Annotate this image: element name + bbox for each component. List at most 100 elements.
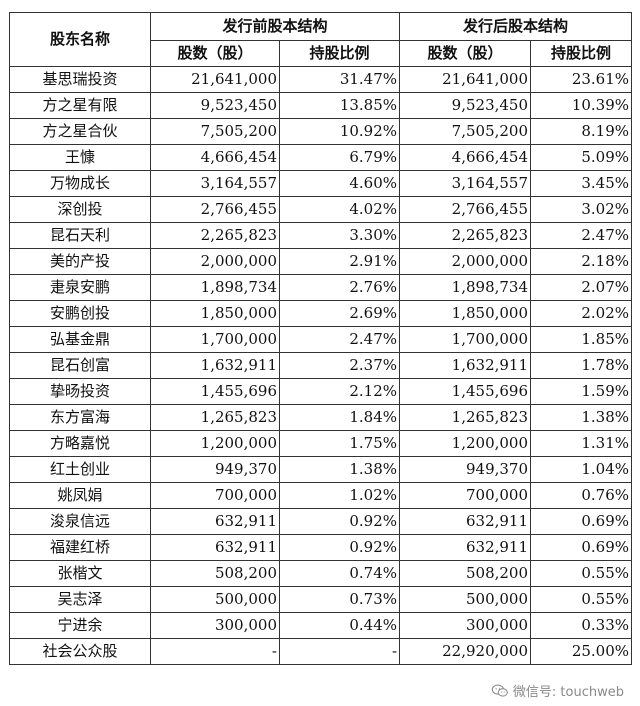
after-shares-cell: 1,200,000: [399, 430, 532, 457]
after-shares-cell: 1,632,911: [399, 352, 532, 379]
after-ratio-cell: 5.09%: [530, 144, 633, 171]
before-ratio-cell: 4.60%: [278, 170, 401, 197]
watermark: 微信号: touchweb: [488, 681, 626, 700]
before-shares-cell: 9,523,450: [150, 92, 280, 119]
before-shares-cell: 500,000: [150, 586, 280, 613]
before-ratio-cell: 0.44%: [278, 612, 401, 639]
before-shares-cell: -: [150, 638, 280, 665]
before-shares-cell: 2,000,000: [150, 248, 280, 275]
table-row: 红土创业 949,370 1.38% 949,370 1.04%: [9, 456, 633, 483]
after-shares-cell: 632,911: [399, 508, 532, 535]
table-row: 深创投 2,766,455 4.02% 2,766,455 3.02%: [9, 196, 633, 223]
after-ratio-cell: 3.02%: [530, 196, 633, 223]
shareholder-name-cell: 挚旸投资: [9, 378, 151, 405]
after-shares-cell: 1,898,734: [399, 274, 532, 301]
after-shares-cell: 22,920,000: [399, 638, 532, 665]
after-shares-cell: 1,265,823: [399, 404, 532, 431]
table-row: 张楷文 508,200 0.74% 508,200 0.55%: [9, 560, 633, 587]
before-ratio-cell: 1.75%: [278, 430, 401, 457]
shareholder-name-cell: 疌泉安鹏: [9, 274, 151, 301]
shareholder-name-cell: 宁进余: [9, 612, 151, 639]
before-ratio-cell: 10.92%: [278, 118, 401, 145]
before-shares-cell: 4,666,454: [150, 144, 280, 171]
before-ratio-cell: 0.92%: [278, 534, 401, 561]
shareholder-name-cell: 昆石创富: [9, 352, 151, 379]
table-row: 福建红桥 632,911 0.92% 632,911 0.69%: [9, 534, 633, 561]
table-row: 昆石创富 1,632,911 2.37% 1,632,911 1.78%: [9, 352, 633, 379]
table-row: 弘基金鼎 1,700,000 2.47% 1,700,000 1.85%: [9, 326, 633, 353]
before-shares-cell: 1,265,823: [150, 404, 280, 431]
table-row: 挚旸投资 1,455,696 2.12% 1,455,696 1.59%: [9, 378, 633, 405]
before-ratio-cell: 13.85%: [278, 92, 401, 119]
after-shares-cell: 9,523,450: [399, 92, 532, 119]
after-ratio-cell: 2.02%: [530, 300, 633, 327]
table-body: 基思瑞投资 21,641,000 31.47% 21,641,000 23.61% 方之星…: [9, 66, 633, 665]
header-after-shares: 股数（股）: [399, 40, 532, 67]
before-shares-cell: 700,000: [150, 482, 280, 509]
after-shares-cell: 949,370: [399, 456, 532, 483]
before-ratio-cell: 2.47%: [278, 326, 401, 353]
after-shares-cell: 3,164,557: [399, 170, 532, 197]
after-shares-cell: 500,000: [399, 586, 532, 613]
shareholder-name-cell: 昆石天利: [9, 222, 151, 249]
before-shares-cell: 632,911: [150, 508, 280, 535]
after-shares-cell: 2,766,455: [399, 196, 532, 223]
before-shares-cell: 1,455,696: [150, 378, 280, 405]
header-before-issuance: 发行前股本结构: [149, 12, 401, 41]
before-shares-cell: 1,700,000: [150, 326, 280, 353]
before-ratio-cell: 3.30%: [278, 222, 401, 249]
after-shares-cell: 300,000: [399, 612, 532, 639]
after-shares-cell: 21,641,000: [399, 66, 532, 93]
before-ratio-cell: 4.02%: [278, 196, 401, 223]
after-ratio-cell: 0.69%: [530, 508, 633, 535]
table-row: 方之星合伙 7,505,200 10.92% 7,505,200 8.19%: [9, 118, 633, 145]
before-ratio-cell: 1.38%: [278, 456, 401, 483]
after-ratio-cell: 25.00%: [530, 638, 633, 665]
shareholder-name-cell: 弘基金鼎: [9, 326, 151, 353]
shareholder-name-cell: 万物成长: [9, 170, 151, 197]
after-shares-cell: 508,200: [399, 560, 532, 587]
after-shares-cell: 4,666,454: [399, 144, 532, 171]
after-ratio-cell: 23.61%: [530, 66, 633, 93]
after-shares-cell: 632,911: [399, 534, 532, 561]
shareholder-name-cell: 方之星有限: [9, 92, 151, 119]
after-ratio-cell: 2.07%: [530, 274, 633, 301]
before-ratio-cell: 2.91%: [278, 248, 401, 275]
header-before-ratio: 持股比例: [278, 40, 401, 67]
table-row: 美的产投 2,000,000 2.91% 2,000,000 2.18%: [9, 248, 633, 275]
before-ratio-cell: 1.84%: [278, 404, 401, 431]
before-shares-cell: 949,370: [150, 456, 280, 483]
shareholder-name-cell: 浚泉信远: [9, 508, 151, 535]
after-shares-cell: 1,850,000: [399, 300, 532, 327]
table-row: 基思瑞投资 21,641,000 31.47% 21,641,000 23.61%: [9, 66, 633, 93]
table-row: 宁进余 300,000 0.44% 300,000 0.33%: [9, 612, 633, 639]
after-ratio-cell: 0.55%: [530, 586, 633, 613]
after-shares-cell: 7,505,200: [399, 118, 532, 145]
table-row: 昆石天利 2,265,823 3.30% 2,265,823 2.47%: [9, 222, 633, 249]
before-ratio-cell: 0.92%: [278, 508, 401, 535]
before-ratio-cell: 1.02%: [278, 482, 401, 509]
shareholder-name-cell: 深创投: [9, 196, 151, 223]
wechat-icon: [491, 684, 508, 697]
after-ratio-cell: 3.45%: [530, 170, 633, 197]
header-before-shares: 股数（股）: [150, 40, 280, 67]
header-after-issuance: 发行后股本结构: [399, 12, 633, 41]
shareholder-name-cell: 王慷: [9, 144, 151, 171]
table-row: 方略嘉悦 1,200,000 1.75% 1,200,000 1.31%: [9, 430, 633, 457]
after-ratio-cell: 0.76%: [530, 482, 633, 509]
table-row: 姚凤娟 700,000 1.02% 700,000 0.76%: [9, 482, 633, 509]
shareholder-name-cell: 福建红桥: [9, 534, 151, 561]
after-ratio-cell: 1.59%: [530, 378, 633, 405]
before-ratio-cell: 2.37%: [278, 352, 401, 379]
before-shares-cell: 508,200: [150, 560, 280, 587]
before-shares-cell: 21,641,000: [150, 66, 280, 93]
shareholder-name-cell: 美的产投: [9, 248, 151, 275]
after-ratio-cell: 1.78%: [530, 352, 633, 379]
before-ratio-cell: 6.79%: [278, 144, 401, 171]
before-shares-cell: 7,505,200: [150, 118, 280, 145]
after-ratio-cell: 0.69%: [530, 534, 633, 561]
before-shares-cell: 2,766,455: [150, 196, 280, 223]
shareholder-name-cell: 方略嘉悦: [9, 430, 151, 457]
table-row: 吴志泽 500,000 0.73% 500,000 0.55%: [9, 586, 633, 613]
before-shares-cell: 632,911: [150, 534, 280, 561]
